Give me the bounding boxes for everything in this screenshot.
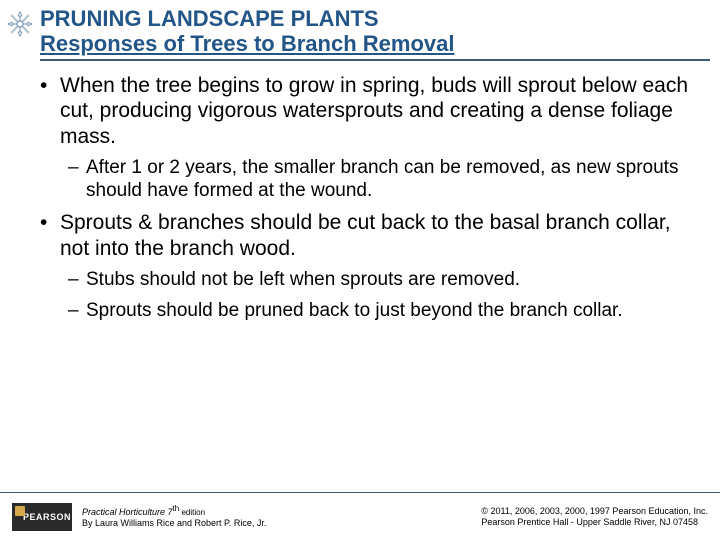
pearson-logo-text: PEARSON (23, 512, 71, 522)
edition-word: edition (179, 508, 205, 517)
bullet-level2: After 1 or 2 years, the smaller branch c… (68, 157, 696, 203)
footer-right: © 2011, 2006, 2003, 2000, 1997 Pearson E… (481, 506, 708, 528)
slide-subtitle: Responses of Trees to Branch Removal (40, 31, 710, 57)
title-block: PRUNING LANDSCAPE PLANTS Responses of Tr… (40, 6, 710, 61)
bullet-level2: Stubs should not be left when sprouts ar… (68, 269, 696, 292)
slide-title: PRUNING LANDSCAPE PLANTS (40, 6, 710, 31)
bullet-level2: Sprouts should be pruned back to just be… (68, 300, 696, 323)
byline: By Laura Williams Rice and Robert P. Ric… (82, 518, 481, 529)
book-title: Practical Horticulture 7 (82, 507, 173, 517)
asterisk-icon (6, 10, 34, 38)
slide-footer: PEARSON Practical Horticulture 7th editi… (0, 492, 720, 540)
copyright-line1: © 2011, 2006, 2003, 2000, 1997 Pearson E… (481, 506, 708, 517)
slide-header: PRUNING LANDSCAPE PLANTS Responses of Tr… (0, 0, 720, 61)
copyright-line2: Pearson Prentice Hall - Upper Saddle Riv… (481, 517, 708, 528)
pearson-logo: PEARSON (12, 503, 72, 531)
bullet-level1: When the tree begins to grow in spring, … (40, 73, 696, 149)
bullet-level1: Sprouts & branches should be cut back to… (40, 210, 696, 260)
slide-content: When the tree begins to grow in spring, … (0, 61, 720, 322)
footer-left: Practical Horticulture 7th edition By La… (82, 504, 481, 529)
